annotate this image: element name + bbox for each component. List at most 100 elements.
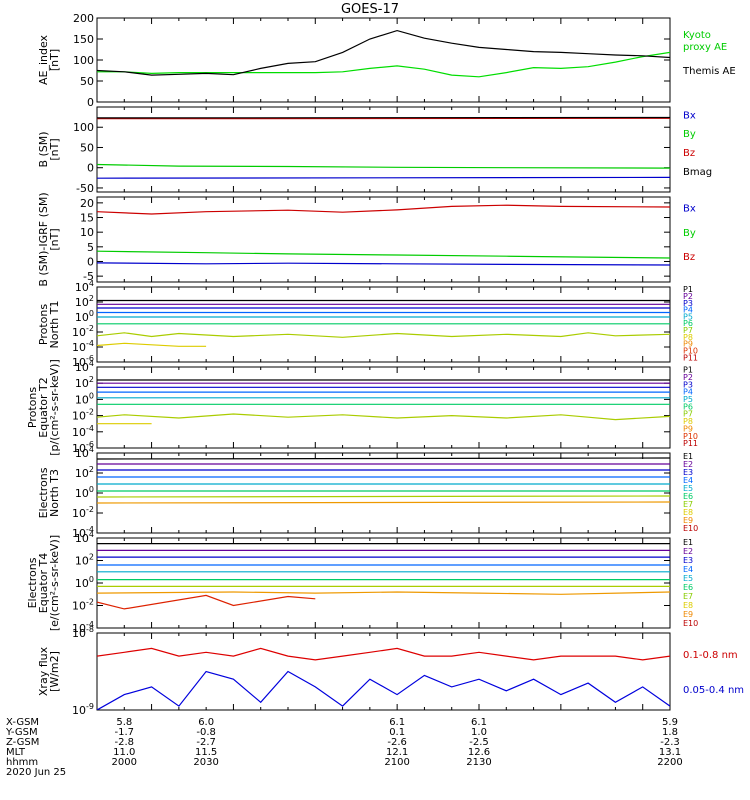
- y-tick-label: 100: [75, 391, 94, 406]
- legend-entry: Bmag: [683, 167, 712, 178]
- legend-entry: E9: [683, 516, 693, 525]
- legend-entry: P6: [683, 402, 693, 411]
- legend-entry: P11: [683, 439, 698, 448]
- series-line-kyoto-proxy-ae: [97, 51, 670, 78]
- y-tick-exponent: 2: [89, 375, 94, 384]
- y-tick-label: 100: [75, 575, 94, 590]
- y-axis-label-line: Electrons: [37, 467, 50, 518]
- footer-value: 2000: [112, 757, 137, 768]
- y-tick-label: 102: [75, 294, 94, 309]
- legend-entry: E2: [683, 547, 693, 556]
- y-tick-exponent: -2: [86, 505, 94, 514]
- panel-frame: [96, 537, 671, 629]
- y-axis-label: ElectronsEquator T4[e/(cm²-s-sr-keV)]: [26, 535, 61, 631]
- y-tick-label: 0: [87, 162, 94, 175]
- legend-entry: P2: [683, 373, 693, 382]
- footer-row-label: Z-GSM: [6, 737, 39, 748]
- legend-entry: 0.05-0.4 nm: [683, 685, 744, 696]
- series-line-by: [97, 163, 670, 169]
- y-tick-label: 10: [80, 226, 94, 239]
- y-tick-label: -50: [76, 182, 94, 195]
- legend-entry: E3: [683, 556, 693, 565]
- y-tick-label: -5: [83, 270, 94, 283]
- y-axis-label-line: AE_index: [37, 34, 50, 85]
- footer-value: 11.0: [113, 747, 135, 758]
- legend-entry: Kyoto: [683, 30, 711, 41]
- y-tick-label: 5: [87, 241, 94, 254]
- plot-title: GOES-17: [341, 2, 399, 17]
- footer-value: 6.0: [198, 717, 214, 728]
- y-axis-label-line: Xray flux: [37, 646, 50, 696]
- panel-frame: [96, 366, 671, 449]
- legend-entry: proxy AE: [683, 42, 727, 53]
- y-tick-label: 200: [73, 12, 94, 25]
- y-tick-exponent: -9: [86, 702, 94, 711]
- legend-entry: Bx: [683, 110, 696, 121]
- series-line-bx: [97, 262, 670, 266]
- series-line-e8: [97, 591, 670, 595]
- footer-value: 5.8: [116, 717, 132, 728]
- y-tick-label: 102: [75, 375, 94, 390]
- footer-value: 13.1: [659, 747, 681, 758]
- panel-frame: [96, 632, 671, 711]
- series-line-0.1-0.8-nm: [97, 647, 670, 661]
- panel-frame: [96, 196, 671, 283]
- y-tick-exponent: 0: [89, 309, 94, 318]
- y-tick-label: 50: [80, 75, 94, 88]
- y-axis-label-line: [nT]: [48, 228, 61, 250]
- footer-value: -1.7: [115, 727, 135, 738]
- y-tick-label: 100: [73, 54, 94, 67]
- footer-row-label: hhmm: [6, 757, 38, 768]
- y-axis-label-line: [p/(cm²-s-sr-keV)]: [48, 359, 61, 456]
- y-tick-label: 150: [73, 33, 94, 46]
- legend-entry: E6: [683, 583, 693, 592]
- series-line-e1: [97, 457, 670, 460]
- legend-entry: P9: [683, 424, 693, 433]
- y-axis-label-line: [e/(cm²-s-sr-keV)]: [48, 535, 61, 631]
- footer-value: 2200: [657, 757, 682, 768]
- legend-entry: E1: [683, 452, 693, 461]
- y-tick-exponent: 4: [89, 279, 94, 288]
- y-axis-label: B (SM)[nT]: [37, 131, 61, 167]
- legend-entry: P8: [683, 417, 693, 426]
- panel-8: 10-9 10-8 Xray flux[W/m2] 0.1-0.8 nm 0.05-0.…: [37, 625, 744, 717]
- y-axis-label: B (SM)-IGRF (SM)[nT]: [37, 192, 61, 286]
- y-tick-exponent: -4: [86, 339, 94, 348]
- footer-value: 6.1: [389, 717, 405, 728]
- legend-entry: E5: [683, 574, 693, 583]
- legend-entry: E2: [683, 460, 693, 469]
- panel-frame: [96, 286, 671, 363]
- series-line-e9: [97, 594, 316, 610]
- y-axis-label-line: Equator T4: [37, 553, 50, 613]
- legend-entry: Bz: [683, 148, 695, 159]
- legend-entry: P9: [683, 340, 693, 349]
- y-tick-label: 15: [80, 212, 94, 225]
- y-tick-label: 10-8: [72, 625, 94, 640]
- footer-value: 1.8: [662, 727, 678, 738]
- legend-entry: Bz: [683, 252, 695, 263]
- footer-row-label: X-GSM: [6, 717, 39, 728]
- legend-entry: P10: [683, 346, 698, 355]
- legend-entry: P1: [683, 285, 693, 294]
- legend-entry: 0.1-0.8 nm: [683, 650, 738, 661]
- footer-value: 6.1: [471, 717, 487, 728]
- legend-entry: E6: [683, 492, 693, 501]
- footer-value: -0.8: [196, 727, 216, 738]
- legend-entry: P3: [683, 380, 693, 389]
- legend-entry: E8: [683, 508, 693, 517]
- series-line-e7: [97, 495, 670, 498]
- y-axis-label: Xray flux[W/m2]: [37, 646, 61, 696]
- footer-value: 12.6: [468, 747, 490, 758]
- panel-frame: [96, 106, 671, 193]
- y-tick-exponent: 2: [89, 553, 94, 562]
- y-tick-exponent: -8: [86, 625, 94, 634]
- legend-entry: P3: [683, 299, 693, 308]
- legend-entry: P4: [683, 306, 693, 315]
- y-tick-exponent: 0: [89, 485, 94, 494]
- legend-entry: P6: [683, 319, 693, 328]
- y-tick-label: 10-9: [72, 702, 94, 717]
- y-axis-label-line: North T3: [48, 469, 61, 517]
- footer-value: 2100: [384, 757, 409, 768]
